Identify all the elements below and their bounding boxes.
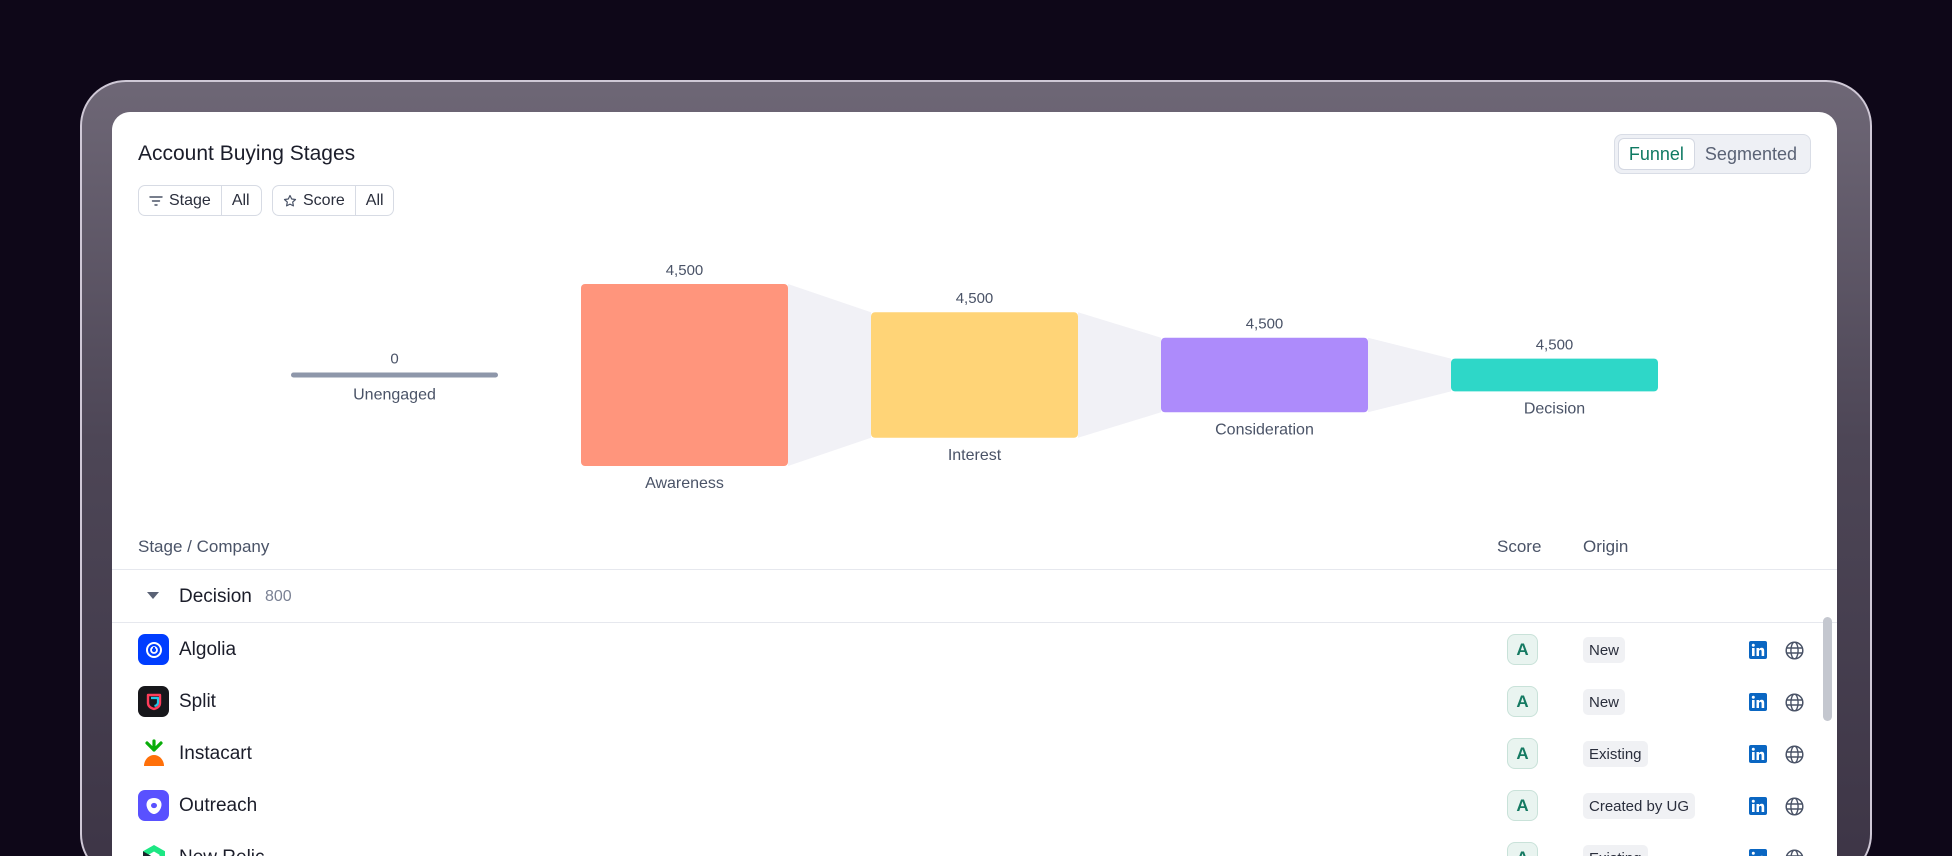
stage-filter[interactable]: Stage All: [138, 185, 262, 216]
score-badge: A: [1507, 790, 1538, 821]
origin-tag: Existing: [1583, 845, 1648, 856]
funnel-stage-label: Unengaged: [353, 387, 436, 404]
linkedin-icon[interactable]: [1748, 640, 1768, 660]
funnel-value-label: 0: [390, 351, 398, 368]
buying-stages-funnel-chart: 0 Unengaged 4,500 Awareness 4,500 Interest 4,5…: [291, 262, 1658, 492]
new-relic-logo-icon: [138, 842, 169, 856]
funnel-connector: [1368, 337, 1451, 413]
star-icon: [283, 194, 297, 206]
column-header-origin[interactable]: Origin: [1583, 537, 1629, 556]
stage-filter-label: Stage: [169, 191, 211, 209]
outreach-logo-icon: [138, 790, 169, 821]
table-row[interactable]: Split A New: [112, 676, 1837, 728]
filter-lines-icon: [149, 195, 163, 206]
score-badge: A: [1507, 634, 1538, 665]
table-row[interactable]: Outreach A Created by UG: [112, 780, 1837, 832]
origin-tag: New: [1583, 689, 1626, 715]
score-filter[interactable]: Score All: [272, 185, 394, 216]
linkedin-icon[interactable]: [1748, 796, 1768, 816]
funnel-connector: [1078, 312, 1161, 438]
origin-tag: New: [1583, 637, 1626, 663]
split-logo-icon: [138, 686, 169, 717]
company-name[interactable]: New Relic: [179, 847, 265, 856]
page-title: Account Buying Stages: [138, 142, 356, 165]
funnel-bar-unengaged[interactable]: [291, 372, 498, 378]
funnel-stage-label: Consideration: [1215, 421, 1314, 438]
toggle-funnel[interactable]: Funnel: [1617, 138, 1695, 170]
funnel-stage-label: Decision: [1524, 400, 1585, 417]
group-count: 800: [265, 588, 292, 605]
company-list: Algolia A New Split A New Instacart A Ex…: [112, 624, 1837, 856]
origin-tag: Created by UG: [1583, 793, 1696, 819]
funnel-bar-consideration[interactable]: [1161, 337, 1368, 413]
globe-icon[interactable]: [1784, 640, 1805, 661]
group-name: Decision: [179, 586, 252, 607]
funnel-bar-interest[interactable]: [871, 312, 1078, 438]
funnel-connector: [788, 284, 871, 466]
table-row[interactable]: New Relic A Existing: [112, 832, 1837, 856]
algolia-logo-icon: [138, 634, 169, 665]
globe-icon[interactable]: [1784, 744, 1805, 765]
score-filter-label-segment[interactable]: Score: [273, 186, 355, 215]
app-screen: Account Buying Stages Stage All Score Al…: [112, 112, 1837, 856]
score-badge: A: [1507, 842, 1538, 856]
funnel-value-label: 4,500: [956, 290, 994, 307]
stage-filter-value[interactable]: All: [220, 186, 260, 215]
instacart-logo-icon: [138, 738, 169, 769]
globe-icon[interactable]: [1784, 796, 1805, 817]
linkedin-icon[interactable]: [1748, 848, 1768, 856]
column-header-company: Stage / Company: [138, 537, 270, 556]
view-toggle[interactable]: Funnel Segmented: [1613, 134, 1811, 174]
score-badge: A: [1507, 686, 1538, 717]
table-header: Stage / Company Score Origin: [112, 524, 1837, 570]
company-name[interactable]: Algolia: [179, 639, 237, 660]
funnel-stage-label: Awareness: [645, 475, 724, 492]
globe-icon[interactable]: [1784, 692, 1805, 713]
score-filter-label: Score: [303, 191, 345, 209]
funnel-stage-label: Interest: [948, 447, 1002, 464]
caret-down-icon[interactable]: [147, 592, 159, 599]
table-row[interactable]: Instacart A Existing: [112, 728, 1837, 780]
funnel-value-label: 4,500: [1536, 337, 1574, 354]
stage-group-decision[interactable]: Decision 800: [112, 571, 1837, 623]
score-filter-value[interactable]: All: [354, 186, 394, 215]
toggle-segmented[interactable]: Segmented: [1704, 143, 1797, 164]
globe-icon[interactable]: [1784, 848, 1805, 856]
origin-tag: Existing: [1583, 741, 1648, 767]
company-name[interactable]: Split: [179, 691, 216, 712]
funnel-value-label: 4,500: [1246, 316, 1284, 333]
score-badge: A: [1507, 738, 1538, 769]
table-row[interactable]: Algolia A New: [112, 624, 1837, 676]
funnel-bar-awareness[interactable]: [581, 284, 788, 466]
funnel-value-label: 4,500: [666, 262, 704, 279]
company-name[interactable]: Instacart: [179, 743, 252, 764]
linkedin-icon[interactable]: [1748, 692, 1768, 712]
funnel-bar-decision[interactable]: [1451, 358, 1658, 392]
list-scrollbar[interactable]: [1823, 617, 1832, 721]
stage-filter-label-segment[interactable]: Stage: [139, 186, 221, 215]
linkedin-icon[interactable]: [1748, 744, 1768, 764]
company-name[interactable]: Outreach: [179, 795, 258, 816]
column-header-score[interactable]: Score: [1497, 537, 1542, 556]
